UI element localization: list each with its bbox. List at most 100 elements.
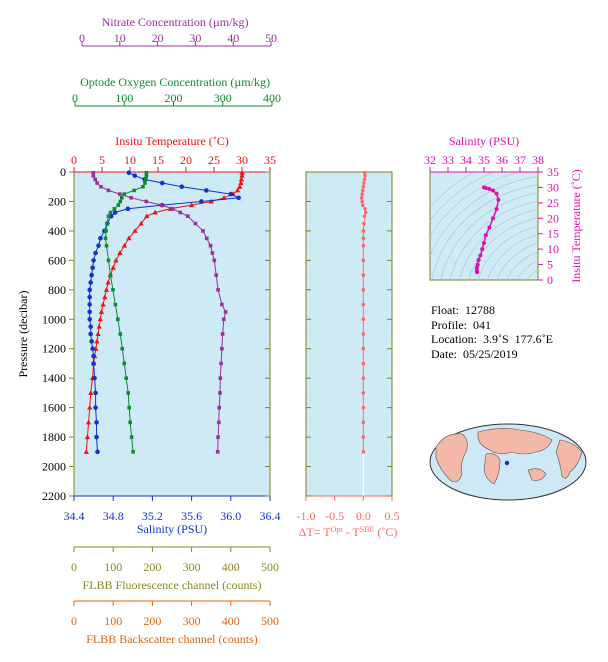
info-location-value: 3.9˚S 177.6˚E <box>482 332 553 346</box>
oxygen-point <box>126 391 130 395</box>
oxygen-point <box>144 173 149 178</box>
info-profile-label: Profile: <box>431 317 467 332</box>
inset-temperature-tick-label: 10 <box>547 242 559 256</box>
oxygen-point <box>128 420 132 425</box>
oxygen-tick-label: 0 <box>72 91 78 105</box>
pressure-tick-label: 600 <box>48 253 66 267</box>
temperature-point <box>95 331 101 336</box>
ts-point <box>491 216 495 221</box>
temperature-point <box>113 257 119 263</box>
salinity-point <box>87 287 92 293</box>
delta-point <box>361 376 366 380</box>
salinity-tick-label: 34.4 <box>64 509 85 523</box>
temperature-point <box>138 220 144 226</box>
nitrate-point <box>95 181 99 185</box>
map-landmass-americas-east <box>555 439 583 479</box>
nitrate-point <box>193 221 198 226</box>
salinity-point <box>94 420 99 425</box>
nitrate-tick-label: 0 <box>79 31 85 45</box>
salinity-point <box>90 346 95 352</box>
oxygen-point <box>116 203 121 207</box>
salinity-point <box>91 353 96 359</box>
nitrate-axis-title: Nitrate Concentration (µm/kg) <box>102 15 249 29</box>
pressure-tick-label: 800 <box>48 283 66 297</box>
series-layer <box>83 169 501 455</box>
backscatter-tick-label: 0 <box>71 614 77 628</box>
oxygen-point <box>104 229 108 233</box>
temperature-tick-label: 20 <box>180 153 192 167</box>
ts-point <box>496 197 501 202</box>
fluorescence-tick-label: 200 <box>143 560 161 574</box>
delta-point <box>361 346 366 351</box>
salinity-point <box>112 210 118 215</box>
delta-point <box>361 273 366 277</box>
temperature-point <box>110 264 116 270</box>
delta-label-post: (˚C) <box>374 525 397 539</box>
nitrate-point <box>178 210 183 215</box>
nitrate-point <box>220 332 225 336</box>
delta-point <box>361 332 366 336</box>
oxygen-point <box>103 236 108 241</box>
info-float-row: Float: 12788 <box>431 303 553 318</box>
inset-temperature-tick-label: 35 <box>547 165 559 179</box>
fluorescence-tick-label: 0 <box>71 560 77 574</box>
world-map <box>429 423 587 501</box>
nitrate-point <box>201 229 205 233</box>
salinity-tick-label: 35.2 <box>142 509 163 523</box>
info-profile-value: 041 <box>473 317 491 332</box>
ts-density-contour <box>430 176 538 257</box>
ts-point <box>494 191 499 196</box>
oxygen-point <box>108 210 113 215</box>
nitrate-point <box>91 173 96 178</box>
salinity-point <box>179 184 185 190</box>
oxygen-point <box>124 376 129 380</box>
ts-density-contour <box>468 217 538 280</box>
ts-point <box>487 225 492 230</box>
delta-point <box>363 173 367 178</box>
map-landmass-australia <box>527 468 547 481</box>
ts-density-contour <box>496 242 538 280</box>
delta-point <box>361 236 366 241</box>
salinity-point <box>236 195 241 201</box>
salinity-point <box>88 331 93 337</box>
oxygen-tick-label: 300 <box>214 91 232 105</box>
nitrate-point <box>208 243 213 248</box>
inset-temperature-tick-label: 0 <box>547 273 553 287</box>
pressure-tick-label: 1000 <box>42 312 66 326</box>
delta-point <box>363 207 367 211</box>
temperature-tick-label: 25 <box>208 153 220 167</box>
delta-point <box>362 181 366 185</box>
inset-temperature-tick-label: 20 <box>547 211 559 225</box>
temperature-point <box>237 183 243 189</box>
delta-label-pre: ΔT= T <box>299 525 332 539</box>
delta-point <box>362 170 367 175</box>
pressure-tick-label: 1600 <box>42 401 66 415</box>
pressure-tick-label: 1800 <box>42 430 66 444</box>
ts-density-contour <box>440 192 538 280</box>
ts-density-contour <box>487 234 538 280</box>
delta-axis-title: ΔT= TOpt - TSBE (˚C) <box>299 525 398 540</box>
inset-temperature-axis-title: Insitu Temperature (˚C) <box>569 169 583 283</box>
nitrate-tick-label: 40 <box>227 31 239 45</box>
salinity-point <box>87 294 92 300</box>
salinity-tick-label: 36.4 <box>260 509 281 523</box>
pressure-tick-label: 1400 <box>42 371 66 385</box>
ts-density-contour <box>477 225 538 280</box>
salinity-tick-label: 34.8 <box>103 509 124 523</box>
pressure-tick-label: 0 <box>60 165 66 179</box>
oxygen-point <box>144 170 149 175</box>
nitrate-point <box>223 310 228 314</box>
map-landmass-eurasia <box>477 428 553 455</box>
inset_salinity-tick-label: 34 <box>460 153 472 167</box>
delta-label-mid: - T <box>343 525 361 539</box>
inset_salinity-tick-label: 32 <box>424 153 436 167</box>
temperature-point <box>98 309 105 314</box>
oxygen-point <box>127 405 131 410</box>
oxygen-point <box>116 317 120 322</box>
salinity-point <box>125 206 131 212</box>
delta-point <box>361 288 366 292</box>
fluorescence-tick-label: 300 <box>183 560 201 574</box>
main-plot-area <box>73 171 271 497</box>
delta-point <box>362 177 367 182</box>
ts-point <box>483 233 488 238</box>
